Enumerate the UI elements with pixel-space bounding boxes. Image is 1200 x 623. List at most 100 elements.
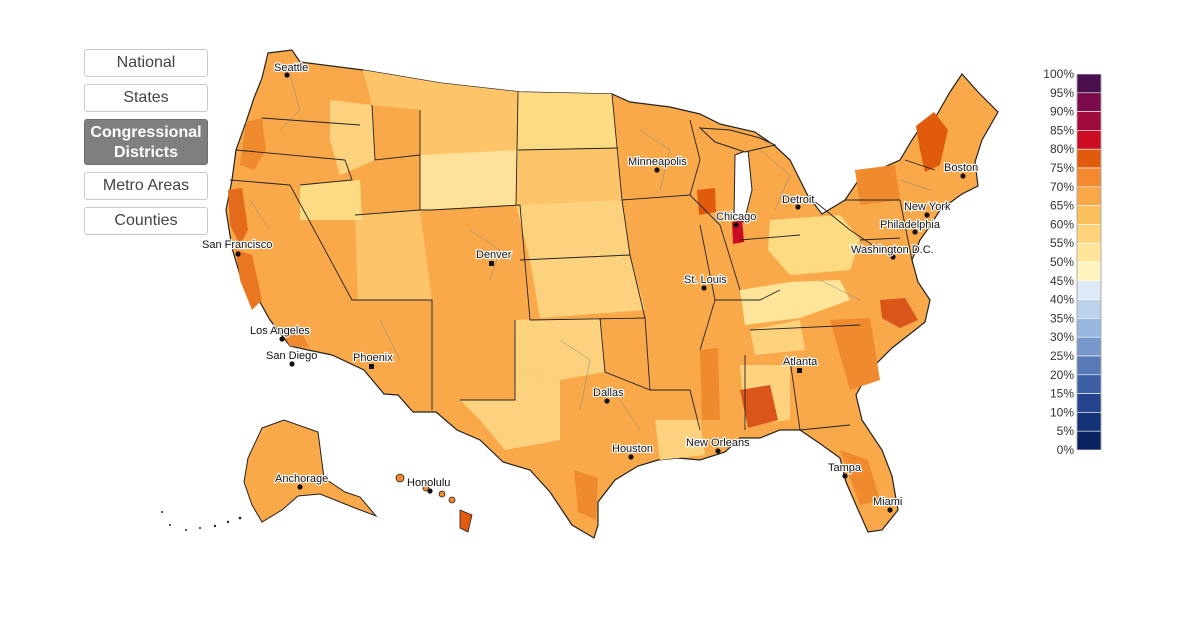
legend-swatch: [1076, 92, 1102, 112]
city-label: Chicago: [716, 211, 756, 223]
city-label: Minneapolis: [628, 156, 687, 168]
states-view-button[interactable]: States: [84, 84, 208, 112]
legend-swatch: [1076, 73, 1102, 94]
city-label: St. Louis: [684, 274, 727, 286]
legend-swatch: [1076, 242, 1102, 263]
city-seattle: Seattle: [273, 61, 309, 78]
city-philadelphia: Philadelphia: [879, 218, 942, 235]
hawaii: [395, 473, 473, 533]
city-label: Boston: [944, 162, 978, 174]
legend-label: 80%: [1050, 142, 1074, 156]
legend-label: 75%: [1050, 161, 1074, 175]
hot-districts: [228, 110, 948, 520]
city-honolulu: Honolulu: [406, 476, 452, 494]
city-san-francisco: San Francisco: [201, 238, 273, 257]
city-chicago: Chicago: [715, 210, 757, 228]
city-label: Denver: [476, 249, 512, 261]
legend-label: 15%: [1050, 387, 1074, 401]
legend-swatch: [1076, 393, 1102, 413]
legend-label: 55%: [1050, 236, 1074, 250]
district-borders: [249, 74, 931, 431]
city-phoenix: Phoenix: [352, 351, 394, 369]
legend-swatch: [1076, 412, 1102, 432]
congressional-districts-view-button[interactable]: Congressional Districts: [84, 119, 208, 165]
city-label: Atlanta: [783, 356, 818, 368]
city-markers: Seattle San Francisco Los Angeles San Di…: [201, 61, 979, 513]
legend-swatch: [1076, 280, 1102, 300]
legend-swatch: [1076, 261, 1102, 282]
city-dallas: Dallas: [592, 386, 625, 404]
legend-swatch: [1076, 374, 1102, 394]
legend-label: 85%: [1050, 123, 1074, 137]
national-view-button[interactable]: National: [84, 49, 208, 77]
city-label: Dallas: [593, 387, 624, 399]
city-label: San Francisco: [202, 239, 272, 251]
city-miami: Miami: [872, 495, 903, 513]
metro-areas-view-button[interactable]: Metro Areas: [84, 172, 208, 200]
city-tampa: Tampa: [827, 461, 863, 479]
legend-label: 25%: [1050, 349, 1074, 363]
city-houston: Houston: [611, 442, 654, 460]
legend-swatch: [1076, 148, 1102, 169]
city-detroit: Detroit: [781, 193, 816, 210]
city-label: Anchorage: [275, 473, 328, 485]
city-label: New York: [904, 201, 951, 213]
city-new-york: New York: [903, 200, 952, 218]
legend-swatch: [1076, 355, 1102, 376]
city-los-angeles: Los Angeles: [249, 324, 312, 342]
city-label: Los Angeles: [250, 325, 310, 337]
michigan-upper-peninsula: [698, 127, 777, 153]
counties-view-button[interactable]: Counties: [84, 207, 208, 235]
city-denver: Denver: [475, 248, 513, 266]
legend-swatch: [1076, 318, 1102, 338]
legend-swatches: [1076, 73, 1102, 451]
view-selector: National States Congressional Districts …: [84, 49, 208, 242]
city-new-orleans: New Orleans: [685, 436, 751, 454]
alaska-islands: [161, 511, 242, 531]
legend-label: 65%: [1050, 199, 1074, 213]
city-atlanta: Atlanta: [782, 355, 819, 373]
city-label: New Orleans: [686, 437, 750, 449]
city-minneapolis: Minneapolis: [627, 155, 688, 173]
city-label: Honolulu: [407, 477, 450, 489]
legend-swatch: [1076, 186, 1102, 206]
city-label: Phoenix: [353, 352, 393, 364]
color-scale-legend: 100% 95% 90% 85% 80% 75% 70% 65% 60% 55% 50% 45% 40%…: [1043, 67, 1102, 457]
lighter-regions: [300, 70, 860, 460]
legend-swatch: [1076, 130, 1102, 150]
legend-label: 30%: [1050, 330, 1074, 344]
state-borders: [229, 91, 936, 431]
city-label: Miami: [873, 496, 902, 508]
legend-label: 70%: [1050, 180, 1074, 194]
legend-swatch: [1076, 299, 1102, 319]
legend-label: 40%: [1050, 293, 1074, 307]
city-san-diego: San Diego: [265, 349, 318, 367]
legend-label: 50%: [1050, 255, 1074, 269]
city-label: Tampa: [828, 462, 862, 474]
legend-swatch: [1076, 205, 1102, 225]
city-label: Detroit: [782, 194, 814, 206]
city-boston: Boston: [943, 161, 979, 179]
legend-label: 45%: [1050, 274, 1074, 288]
city-label: Philadelphia: [880, 219, 941, 231]
legend-swatch: [1076, 430, 1102, 451]
legend-label: 0%: [1057, 443, 1075, 457]
legend-label: 20%: [1050, 368, 1074, 382]
legend-swatch: [1076, 167, 1102, 188]
legend-swatch: [1076, 111, 1102, 131]
legend-label: 35%: [1050, 311, 1074, 325]
legend-label: 10%: [1050, 405, 1074, 419]
city-label: Seattle: [274, 62, 308, 74]
legend-swatch: [1076, 336, 1102, 357]
city-label: San Diego: [266, 350, 317, 362]
legend-swatch: [1076, 224, 1102, 244]
legend-label: 95%: [1050, 86, 1074, 100]
legend-label: 90%: [1050, 105, 1074, 119]
city-label: Washington D.C.: [851, 244, 934, 256]
legend-label: 5%: [1057, 424, 1075, 438]
city-washington-dc: Washington D.C.: [850, 243, 935, 260]
city-anchorage: Anchorage: [274, 472, 329, 490]
city-label: Houston: [612, 443, 653, 455]
legend-label: 60%: [1050, 217, 1074, 231]
legend-label: 100%: [1043, 67, 1074, 81]
